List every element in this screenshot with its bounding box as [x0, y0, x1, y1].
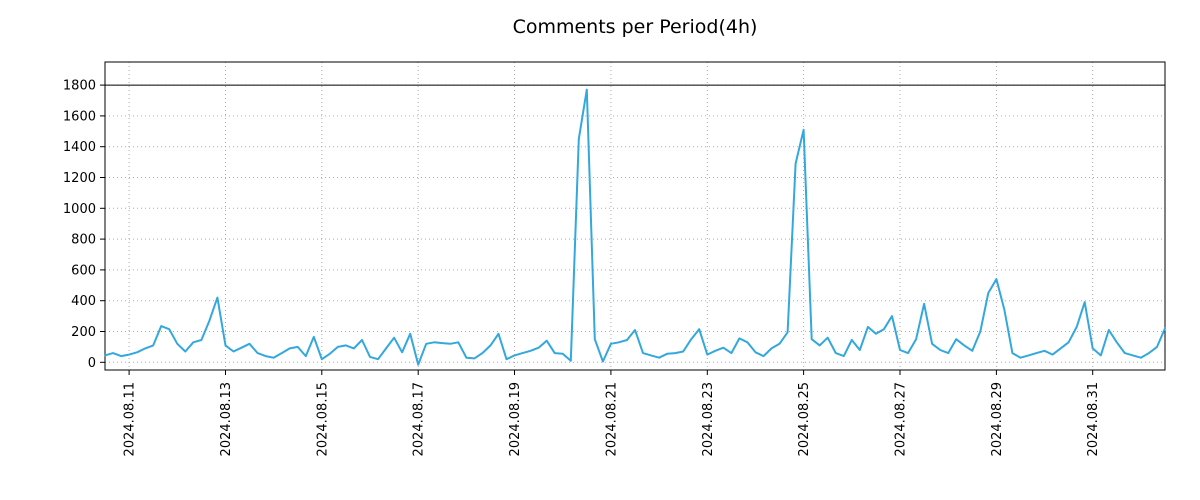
y-tick-label: 800 [71, 233, 96, 248]
comments-series-line [104, 88, 1166, 366]
x-tick-label: 2024.08.19 [508, 382, 523, 456]
y-tick-label: 600 [71, 263, 96, 278]
x-tick-label: 2024.08.11 [123, 382, 138, 456]
y-tick-label: 1600 [63, 109, 96, 124]
x-tick-label: 2024.08.15 [315, 382, 330, 456]
x-tick-label: 2024.08.29 [990, 382, 1005, 456]
x-tick-label: 2024.08.17 [412, 382, 427, 456]
x-tick-label: 2024.08.13 [219, 382, 234, 456]
y-tick-label: 1800 [63, 79, 96, 94]
y-tick-label: 1200 [63, 171, 96, 186]
y-tick-label: 0 [88, 356, 96, 371]
x-tick-label: 2024.08.21 [604, 382, 619, 456]
x-tick-label: 2024.08.23 [701, 382, 716, 456]
x-tick-label: 2024.08.31 [1086, 382, 1101, 456]
y-tick-label: 1400 [63, 140, 96, 155]
x-tick-label: 2024.08.27 [894, 382, 909, 456]
x-tick-label: 2024.08.25 [797, 382, 812, 456]
y-tick-label: 200 [71, 325, 96, 340]
y-tick-label: 1000 [63, 202, 96, 217]
y-tick-label: 400 [71, 294, 96, 309]
chart-title: Comments per Period(4h) [512, 16, 758, 38]
